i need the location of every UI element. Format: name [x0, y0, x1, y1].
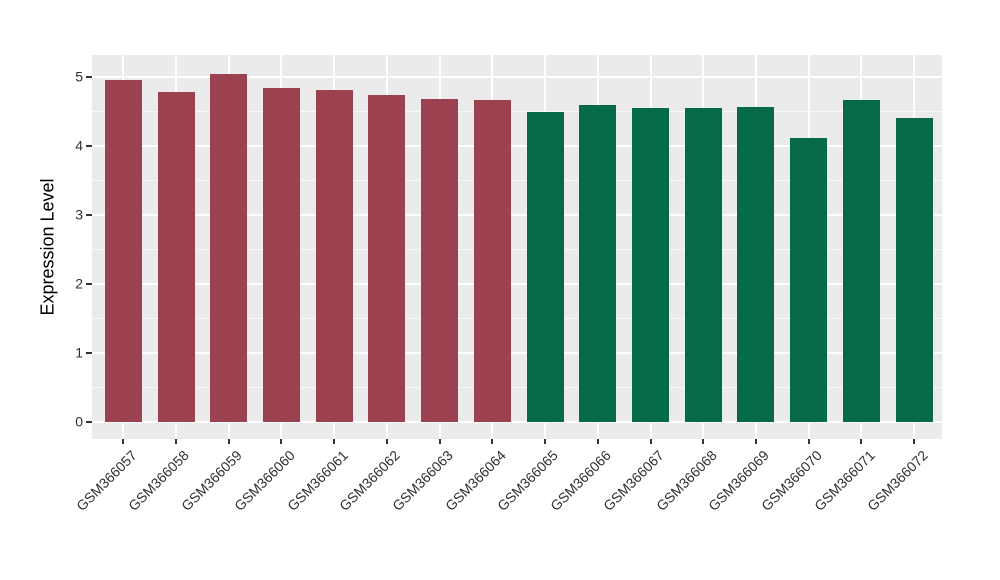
gridline-minor-y-0.5	[92, 387, 942, 388]
x-tick-mark-GSM366070	[807, 439, 810, 444]
gridline-major-y-1	[92, 352, 942, 354]
bar-GSM366072	[895, 117, 933, 422]
gridline-major-y-4	[92, 145, 942, 147]
gridline-minor-y-1.5	[92, 318, 942, 319]
y-tick-label-5: 5	[75, 68, 83, 85]
y-tick-mark-3	[86, 214, 92, 216]
x-tick-mark-GSM366068	[702, 439, 705, 444]
bar-GSM366071	[842, 100, 880, 422]
y-tick-mark-4	[86, 145, 92, 147]
x-tick-mark-GSM366071	[860, 439, 863, 444]
x-tick-mark-GSM366069	[754, 439, 757, 444]
y-tick-label-3: 3	[75, 206, 83, 223]
bar-GSM366065	[526, 112, 564, 422]
x-tick-mark-GSM366062	[385, 439, 388, 444]
gridline-minor-y-4.5	[92, 111, 942, 112]
bar-GSM366069	[737, 107, 775, 422]
y-axis-title: Expression Level	[37, 178, 58, 316]
gridline-major-y-3	[92, 214, 942, 216]
gridline-major-y-2	[92, 283, 942, 285]
y-tick-label-0: 0	[75, 413, 83, 430]
x-tick-mark-GSM366060	[280, 439, 283, 444]
x-tick-mark-GSM366061	[333, 439, 336, 444]
x-tick-mark-GSM366057	[122, 439, 125, 444]
y-tick-mark-2	[86, 283, 92, 285]
x-tick-mark-GSM366063	[438, 439, 441, 444]
x-tick-mark-GSM366067	[649, 439, 652, 444]
bar-GSM366070	[790, 138, 828, 422]
y-tick-mark-1	[86, 352, 92, 354]
bar-GSM366061	[315, 90, 353, 422]
gridline-major-y-0	[92, 421, 942, 423]
y-tick-mark-0	[86, 421, 92, 423]
bar-GSM366060	[262, 88, 300, 422]
bar-GSM366067	[632, 108, 669, 422]
bar-GSM366059	[210, 73, 248, 422]
x-tick-mark-GSM366064	[491, 439, 494, 444]
y-tick-label-1: 1	[75, 344, 83, 361]
bar-GSM366063	[421, 99, 459, 422]
bar-GSM366064	[473, 100, 511, 422]
bar-GSM366066	[579, 104, 617, 422]
gridline-major-y-5	[92, 76, 942, 78]
gridline-minor-y-2.5	[92, 249, 942, 250]
y-tick-label-2: 2	[75, 275, 83, 292]
x-tick-mark-GSM366072	[913, 439, 916, 444]
y-tick-label-4: 4	[75, 137, 83, 154]
gridline-minor-y-3.5	[92, 180, 942, 181]
bar-GSM366058	[157, 92, 195, 422]
x-tick-mark-GSM366058	[175, 439, 178, 444]
x-tick-mark-GSM366059	[227, 439, 230, 444]
plot-panel	[92, 55, 942, 439]
bar-GSM366062	[368, 94, 406, 422]
x-tick-mark-GSM366066	[596, 439, 599, 444]
y-tick-mark-5	[86, 76, 92, 78]
x-tick-mark-GSM366065	[544, 439, 547, 444]
bar-GSM366057	[104, 80, 142, 422]
bar-GSM366068	[684, 108, 722, 422]
